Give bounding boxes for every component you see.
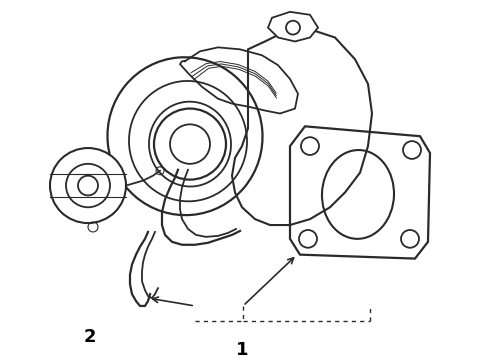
Text: 2: 2 xyxy=(83,328,96,346)
Text: 1: 1 xyxy=(236,341,249,359)
Circle shape xyxy=(50,148,126,223)
Polygon shape xyxy=(268,12,318,41)
